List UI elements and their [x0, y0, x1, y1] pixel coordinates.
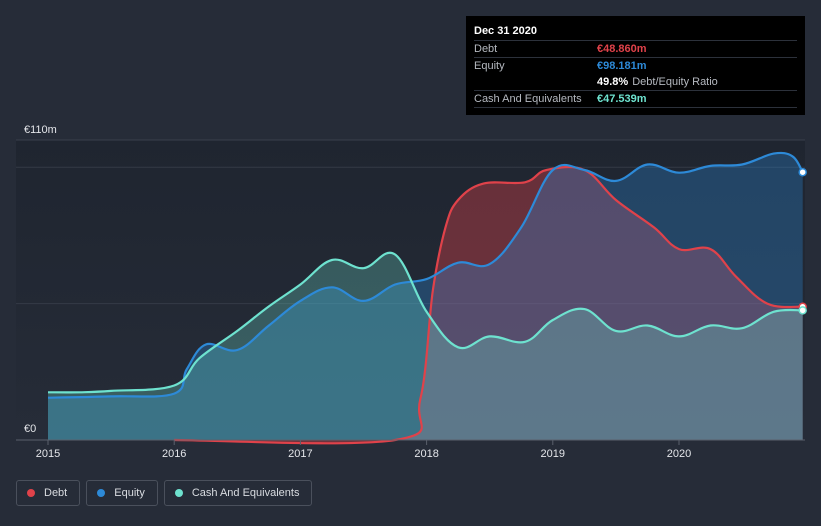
x-tick-label: 2018: [414, 448, 438, 460]
legend-cash-label: Cash And Equivalents: [191, 487, 300, 499]
cash-dot-icon: [174, 489, 183, 497]
tooltip-equity-value: €98.181m: [597, 60, 647, 72]
cash-and-equivalents-area: [48, 252, 803, 440]
endpoint-markers: [798, 167, 807, 315]
legend: Debt Equity Cash And Equivalents: [16, 480, 313, 506]
x-tick-label: 2015: [36, 448, 60, 460]
tooltip-equity-row: Equity €98.181m: [474, 57, 797, 74]
legend-item-cash[interactable]: Cash And Equivalents: [163, 480, 313, 506]
tooltip-cash-label: Cash And Equivalents: [474, 93, 582, 105]
y-axis-min-label: €0: [24, 423, 36, 435]
y-axis-max-label: €110m: [24, 124, 57, 136]
x-axis-ticks: 2015 2016 2017 2018 2019 2020: [36, 440, 691, 460]
tooltip-debt-label: Debt: [474, 43, 498, 55]
cash-and-equivalents-endpoint-marker: [798, 306, 807, 315]
series-lines: [47, 151, 804, 445]
debt-line: [174, 165, 803, 445]
tooltip-ratio-value: 49.8%: [597, 76, 629, 88]
tooltip-panel: Dec 31 2020 Debt €48.860m Equity €98.181…: [466, 16, 805, 115]
x-tick-label: 2019: [541, 448, 565, 460]
legend-item-debt[interactable]: Debt: [16, 480, 81, 506]
equity-line: [47, 151, 804, 399]
series-areas: [48, 152, 803, 444]
debt-area: [174, 167, 803, 444]
x-tick-label: 2020: [667, 448, 691, 460]
legend-item-equity[interactable]: Equity: [86, 480, 158, 506]
equity-dot-icon: [97, 489, 106, 497]
tooltip-equity-label: Equity: [474, 60, 505, 72]
tooltip-debt-value: €48.860m: [597, 43, 647, 55]
x-tick-label: 2017: [288, 448, 312, 460]
legend-debt-label: Debt: [44, 487, 68, 499]
x-tick-label: 2016: [162, 448, 186, 460]
tooltip-cash-row: Cash And Equivalents €47.539m: [474, 90, 797, 107]
gridlines: [16, 166, 805, 305]
tooltip-ratio-label: Debt/Equity Ratio: [632, 76, 718, 88]
cash-and-equivalents-line: [47, 251, 803, 394]
equity-endpoint-marker: [798, 167, 807, 177]
tooltip-cash-value: €47.539m: [597, 93, 647, 105]
tooltip-date: Dec 31 2020: [474, 25, 537, 37]
equity-area: [48, 152, 803, 441]
tooltip-ratio-row: 49.8% Debt/Equity Ratio: [474, 74, 797, 90]
tooltip-debt-row: Debt €48.860m: [474, 40, 797, 57]
legend-equity-label: Equity: [114, 487, 145, 499]
debt-dot-icon: [27, 489, 35, 497]
